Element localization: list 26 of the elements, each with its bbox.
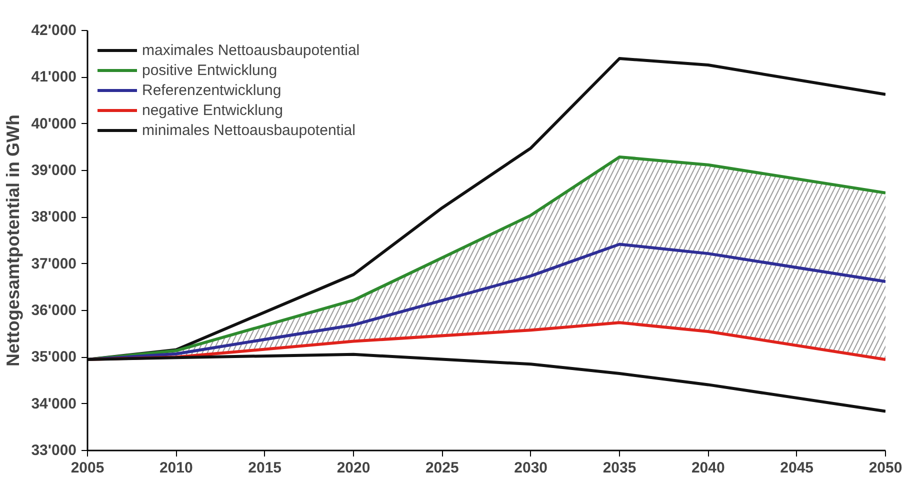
x-tick-label: 2040 bbox=[691, 460, 725, 476]
x-tick-label: 2030 bbox=[514, 460, 548, 476]
y-tick-label: 36'000 bbox=[31, 302, 77, 319]
legend-label: positive Entwicklung bbox=[142, 62, 278, 78]
x-tick-label: 2035 bbox=[602, 460, 636, 476]
legend-label: maximales Nettoausbaupotential bbox=[142, 42, 360, 58]
y-tick-label: 33'000 bbox=[31, 442, 77, 459]
y-tick-label: 40'000 bbox=[31, 115, 77, 132]
y-tick-label: 37'000 bbox=[31, 255, 77, 272]
x-tick-label: 2005 bbox=[70, 460, 104, 476]
y-tick-label: 38'000 bbox=[31, 208, 77, 226]
y-tick-label: 35'000 bbox=[31, 348, 77, 366]
legend-label: Referenzentwicklung bbox=[142, 82, 282, 98]
y-tick-label: 41'000 bbox=[31, 68, 77, 86]
x-tick-label: 2015 bbox=[248, 460, 282, 476]
y-axis-title: Nettogesamtpotential in GWh bbox=[3, 114, 24, 366]
y-tick-label: 39'000 bbox=[31, 162, 77, 179]
x-tick-label: 2045 bbox=[780, 460, 814, 476]
x-tick-label: 2020 bbox=[336, 460, 370, 476]
legend-label: minimales Nettoausbaupotential bbox=[142, 122, 356, 138]
legend-label: negative Entwicklung bbox=[142, 102, 283, 118]
x-tick-label: 2025 bbox=[425, 460, 459, 476]
y-tick-label: 34'000 bbox=[31, 395, 77, 412]
y-tick-label: 42'000 bbox=[31, 22, 77, 39]
x-tick-label: 2050 bbox=[868, 460, 902, 476]
x-tick-label: 2010 bbox=[159, 460, 193, 476]
